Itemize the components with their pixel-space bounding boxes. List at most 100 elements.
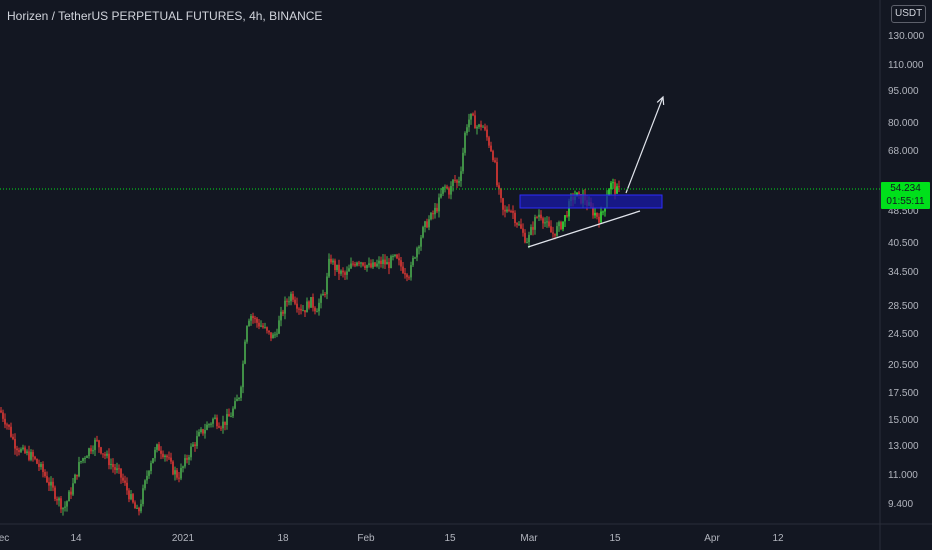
candle-body bbox=[400, 260, 402, 267]
candle-body bbox=[256, 318, 258, 323]
candle-body bbox=[436, 207, 438, 212]
candle-body bbox=[522, 228, 524, 233]
candle-body bbox=[346, 271, 348, 275]
candle-body bbox=[112, 464, 114, 468]
candle-body bbox=[530, 227, 532, 235]
candle-body bbox=[374, 262, 376, 267]
candle-body bbox=[532, 227, 534, 230]
candle-body bbox=[124, 480, 126, 483]
candle-body bbox=[544, 222, 546, 224]
candle-body bbox=[548, 221, 550, 227]
time-tick-label: 15 bbox=[609, 533, 621, 544]
candle-body bbox=[560, 222, 562, 230]
candle-body bbox=[504, 209, 506, 212]
candle-body bbox=[536, 217, 538, 219]
candle-body bbox=[376, 263, 378, 267]
candle-body bbox=[354, 264, 356, 266]
candle-body bbox=[176, 470, 178, 478]
candle-body bbox=[378, 260, 380, 264]
candle-body bbox=[512, 210, 514, 213]
candle-body bbox=[214, 417, 216, 419]
candle-body bbox=[130, 494, 132, 500]
candle-body bbox=[56, 498, 58, 501]
candle-body bbox=[358, 262, 360, 264]
candle-body bbox=[344, 272, 346, 275]
candle-body bbox=[164, 455, 166, 457]
candle-body bbox=[74, 474, 76, 484]
candle-body bbox=[430, 213, 432, 220]
candle-body bbox=[194, 444, 196, 447]
chart-drawings[interactable] bbox=[519, 95, 665, 248]
candle-body bbox=[474, 115, 476, 129]
candle-body bbox=[84, 458, 86, 460]
candle-body bbox=[0, 410, 2, 413]
price-tick-label: 13.000 bbox=[888, 441, 919, 452]
time-tick-label: Apr bbox=[704, 533, 720, 544]
candle-body bbox=[150, 463, 152, 472]
candle-body bbox=[104, 454, 106, 456]
candle-body bbox=[328, 258, 330, 277]
price-tick-label: 15.000 bbox=[888, 415, 919, 426]
candle-body bbox=[500, 188, 502, 199]
candle-body bbox=[538, 214, 540, 218]
candle-body bbox=[260, 325, 262, 327]
candle-body bbox=[34, 456, 36, 459]
price-tick-label: 20.500 bbox=[888, 360, 919, 371]
candle-body bbox=[106, 453, 108, 456]
candle-body bbox=[222, 421, 224, 429]
candle-body bbox=[158, 444, 160, 451]
candle-body bbox=[608, 189, 610, 196]
candle-body bbox=[476, 126, 478, 129]
candle-body bbox=[540, 214, 542, 219]
candle-body bbox=[212, 418, 214, 424]
candle-body bbox=[528, 234, 530, 243]
candle-body bbox=[152, 458, 154, 464]
candle-body bbox=[92, 450, 94, 452]
candle-body bbox=[416, 248, 418, 258]
candle-body bbox=[458, 181, 460, 183]
candle-body bbox=[306, 301, 308, 313]
candle-body bbox=[414, 257, 416, 259]
candle-body bbox=[362, 262, 364, 266]
candle-body bbox=[132, 494, 134, 503]
candle-body bbox=[86, 456, 88, 459]
candle-body bbox=[338, 264, 340, 274]
price-tick-label: 95.000 bbox=[888, 86, 919, 97]
candle-body bbox=[70, 491, 72, 495]
candle-body bbox=[280, 311, 282, 321]
candle-body bbox=[348, 268, 350, 272]
candle-body bbox=[136, 507, 138, 509]
candle-body bbox=[468, 119, 470, 128]
last-price-tag: 54.234 01:55:11 bbox=[881, 182, 930, 209]
candle-body bbox=[602, 211, 604, 213]
candle-body bbox=[118, 468, 120, 470]
candle-body bbox=[48, 482, 50, 486]
candle-body bbox=[160, 450, 162, 454]
candle-body bbox=[284, 300, 286, 314]
candle-body bbox=[254, 318, 256, 320]
candle-body bbox=[38, 463, 40, 467]
candle-body bbox=[22, 447, 24, 450]
candle-body bbox=[604, 207, 606, 212]
candle-body bbox=[16, 448, 18, 451]
time-tick-label: Mar bbox=[520, 533, 538, 544]
currency-badge[interactable]: USDT bbox=[891, 5, 927, 23]
time-tick-label: 12 bbox=[772, 533, 784, 544]
time-tick-label: 18 bbox=[277, 533, 289, 544]
candle-body bbox=[614, 182, 616, 194]
candle-body bbox=[432, 213, 434, 215]
time-axis[interactable]: ec 14 2021 18 Feb 15 Mar 15 Apr 12 bbox=[0, 533, 784, 544]
price-axis[interactable]: 130.000 110.000 95.000 80.000 68.000 48.500 40… bbox=[888, 31, 925, 510]
candle-body bbox=[26, 451, 28, 454]
candle-body bbox=[442, 186, 444, 194]
price-tick-label: 17.500 bbox=[888, 388, 919, 399]
candle-body bbox=[308, 301, 310, 308]
candle-body bbox=[276, 333, 278, 335]
candle-body bbox=[122, 477, 124, 481]
candle-body bbox=[198, 432, 200, 437]
candle-body bbox=[88, 448, 90, 457]
candle-body bbox=[440, 193, 442, 198]
candle-body bbox=[388, 262, 390, 268]
